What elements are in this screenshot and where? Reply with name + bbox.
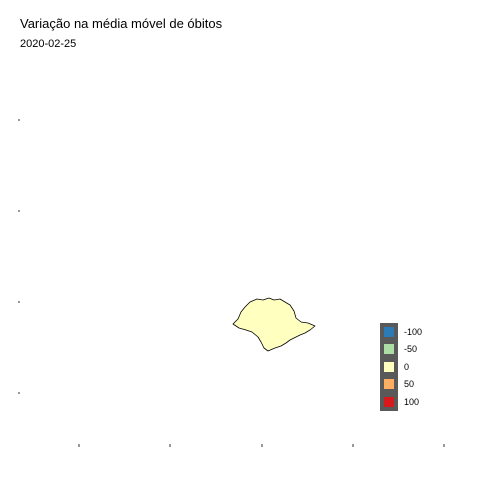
legend-label: 100 <box>404 396 420 407</box>
legend-label: 50 <box>404 379 415 390</box>
legend-label: -50 <box>404 344 418 355</box>
legend-key <box>380 393 398 411</box>
legend-item: 100 <box>380 393 440 411</box>
legend-label: -100 <box>404 326 423 337</box>
legend: -100 -50 0 50 100 <box>380 323 440 411</box>
legend-item: -100 <box>380 323 440 341</box>
legend-swatch <box>384 396 394 407</box>
legend-key <box>380 340 398 358</box>
legend-key <box>380 323 398 341</box>
legend-item: 50 <box>380 375 440 393</box>
legend-label: 0 <box>404 361 410 372</box>
chart-subtitle: 2020-02-25 <box>20 38 77 50</box>
legend-swatch <box>384 326 394 337</box>
legend-key <box>380 358 398 376</box>
axis-ticks <box>18 119 445 447</box>
legend-swatch <box>384 344 394 355</box>
chart-title: Variação na média móvel de óbitos <box>20 16 223 31</box>
region-sao-paulo <box>232 297 316 352</box>
legend-swatch <box>384 379 394 390</box>
legend-item: -50 <box>380 340 440 358</box>
legend-key <box>380 375 398 393</box>
legend-swatch <box>384 361 394 372</box>
legend-item: 0 <box>380 358 440 376</box>
